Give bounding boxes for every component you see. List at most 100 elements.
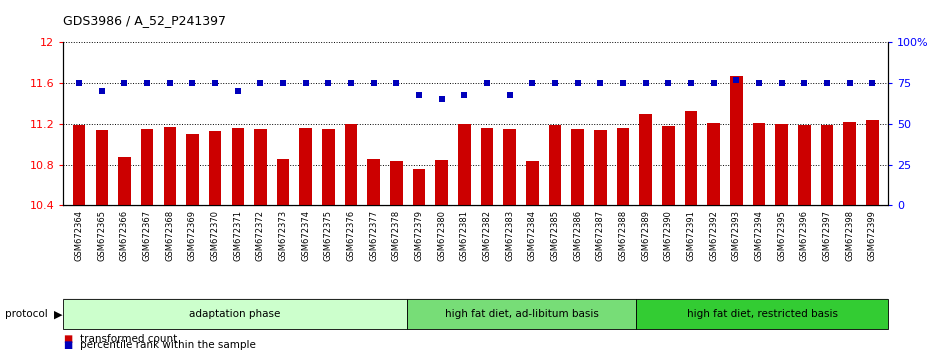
Text: GSM672371: GSM672371 <box>233 210 242 261</box>
Text: GSM672390: GSM672390 <box>664 210 672 261</box>
Bar <box>367 159 380 205</box>
Text: GSM672383: GSM672383 <box>505 210 514 261</box>
Point <box>751 80 766 86</box>
Bar <box>866 120 879 205</box>
Bar <box>413 169 425 205</box>
Point <box>275 80 290 86</box>
Bar <box>299 128 312 205</box>
Bar <box>254 129 267 205</box>
Bar <box>232 128 244 205</box>
Bar <box>776 124 788 205</box>
Point <box>616 80 631 86</box>
Point <box>706 80 721 86</box>
Point <box>366 80 381 86</box>
Text: GSM672392: GSM672392 <box>710 210 718 261</box>
Bar <box>186 134 199 205</box>
Point <box>684 80 698 86</box>
Text: GSM672382: GSM672382 <box>483 210 492 261</box>
Text: GSM672393: GSM672393 <box>732 210 741 261</box>
Point <box>819 80 834 86</box>
Bar <box>164 127 176 205</box>
Bar <box>594 130 606 205</box>
Text: GSM672378: GSM672378 <box>392 210 401 261</box>
Text: GSM672377: GSM672377 <box>369 210 379 261</box>
Bar <box>73 125 86 205</box>
Bar <box>662 126 674 205</box>
Bar <box>549 125 561 205</box>
Text: GSM672398: GSM672398 <box>845 210 854 261</box>
Bar <box>322 129 335 205</box>
Text: GSM672366: GSM672366 <box>120 210 129 261</box>
Bar <box>571 129 584 205</box>
Text: GSM672381: GSM672381 <box>459 210 469 261</box>
Point <box>434 97 449 102</box>
Bar <box>503 129 516 205</box>
Point <box>661 80 676 86</box>
Bar <box>391 161 403 205</box>
Point <box>207 80 222 86</box>
Text: GSM672395: GSM672395 <box>777 210 786 261</box>
Point <box>72 80 86 86</box>
Point <box>231 88 246 94</box>
Point <box>502 92 517 97</box>
Bar <box>752 123 765 205</box>
Point <box>729 77 744 83</box>
Text: transformed count: transformed count <box>80 334 178 344</box>
Point <box>525 80 539 86</box>
Text: GSM672387: GSM672387 <box>596 210 604 261</box>
Bar <box>96 130 108 205</box>
Bar <box>844 122 856 205</box>
Text: GSM672379: GSM672379 <box>415 210 423 261</box>
Text: GSM672368: GSM672368 <box>166 210 174 261</box>
Text: GSM672370: GSM672370 <box>210 210 219 261</box>
Point <box>117 80 132 86</box>
Bar <box>708 123 720 205</box>
Text: GSM672374: GSM672374 <box>301 210 311 261</box>
Bar <box>798 125 811 205</box>
Text: GSM672384: GSM672384 <box>528 210 537 261</box>
Bar <box>435 160 448 205</box>
Point <box>797 80 812 86</box>
Text: ■: ■ <box>63 334 73 344</box>
Text: high fat diet, restricted basis: high fat diet, restricted basis <box>686 309 838 319</box>
Point <box>480 80 495 86</box>
Point <box>548 80 563 86</box>
Point <box>389 80 404 86</box>
Text: GSM672386: GSM672386 <box>573 210 582 261</box>
Text: GSM672385: GSM672385 <box>551 210 560 261</box>
Bar <box>209 131 221 205</box>
Bar <box>730 76 742 205</box>
Point <box>865 80 880 86</box>
Bar <box>118 158 130 205</box>
Point <box>140 80 154 86</box>
Bar <box>481 128 493 205</box>
Bar <box>684 111 698 205</box>
Point <box>94 88 109 94</box>
Text: GSM672369: GSM672369 <box>188 210 197 261</box>
Text: GSM672391: GSM672391 <box>686 210 696 261</box>
Text: protocol: protocol <box>5 309 47 319</box>
Point <box>299 80 313 86</box>
Text: GSM672372: GSM672372 <box>256 210 265 261</box>
Point <box>457 92 472 97</box>
Bar <box>640 114 652 205</box>
Point <box>412 92 427 97</box>
Point <box>593 80 608 86</box>
Point <box>163 80 178 86</box>
Text: ▶: ▶ <box>54 309 62 319</box>
Bar <box>277 159 289 205</box>
Point <box>185 80 200 86</box>
Point <box>343 80 358 86</box>
Text: GSM672373: GSM672373 <box>279 210 287 261</box>
Text: GSM672375: GSM672375 <box>324 210 333 261</box>
Point <box>843 80 857 86</box>
Text: GSM672365: GSM672365 <box>98 210 106 261</box>
Point <box>638 80 653 86</box>
Text: high fat diet, ad-libitum basis: high fat diet, ad-libitum basis <box>445 309 599 319</box>
Point <box>253 80 268 86</box>
Bar <box>526 161 538 205</box>
Text: GSM672399: GSM672399 <box>868 210 877 261</box>
Text: adaptation phase: adaptation phase <box>190 309 281 319</box>
Text: GSM672394: GSM672394 <box>754 210 764 261</box>
Bar <box>617 128 630 205</box>
